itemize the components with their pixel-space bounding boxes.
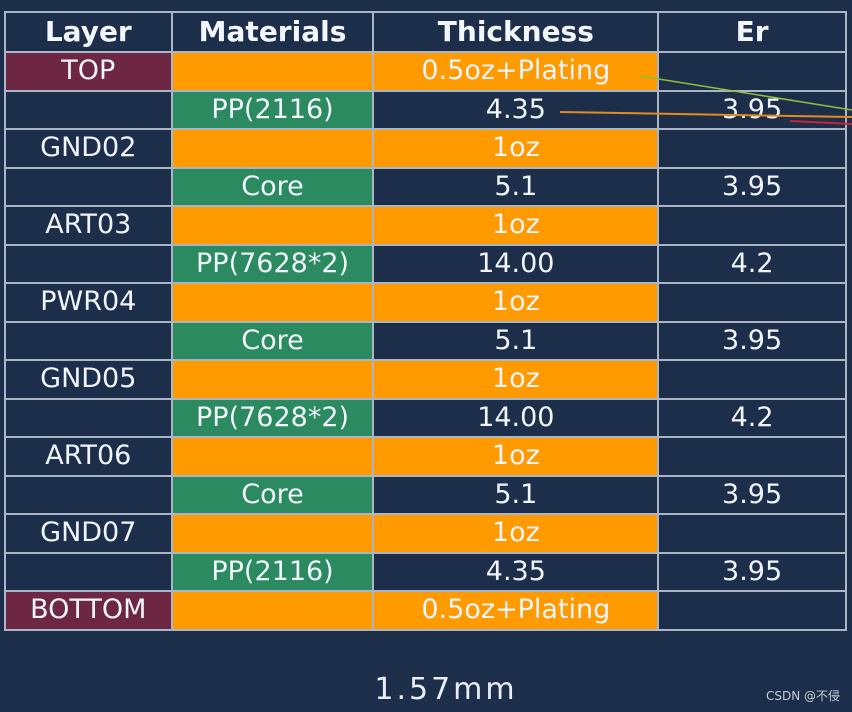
header-materials: Materials: [170, 11, 375, 53]
watermark: CSDN @不侵: [765, 689, 840, 703]
cell-thickness: 5.1: [372, 166, 660, 207]
cell-thickness: 1oz: [372, 436, 660, 477]
cell-material: [170, 359, 375, 400]
stackup-table: Layer Materials Thickness Er TOP 0.5oz+Pl…: [4, 11, 847, 631]
table-row: GND02 1oz: [4, 128, 847, 169]
cell-material: [170, 513, 375, 554]
cell-er: [657, 590, 847, 631]
cell-material: [170, 590, 375, 631]
cell-layer: PWR04: [4, 282, 173, 323]
table-row: TOP 0.5oz+Plating: [4, 51, 847, 92]
cell-er: [657, 359, 847, 400]
cell-thickness: 5.1: [372, 320, 660, 361]
cell-er: [657, 513, 847, 554]
cell-er: [657, 436, 847, 477]
header-layer: Layer: [4, 11, 173, 53]
table-row: BOTTOM 0.5oz+Plating: [4, 590, 847, 631]
header-thickness: Thickness: [372, 11, 660, 53]
cell-layer: [4, 474, 173, 515]
cell-layer: [4, 397, 173, 438]
table-row: Core 5.1 3.95: [4, 166, 847, 207]
cell-layer: ART06: [4, 436, 173, 477]
cell-thickness: 5.1: [372, 474, 660, 515]
cell-thickness: 1oz: [372, 128, 660, 169]
cell-material: PP(7628*2): [170, 397, 375, 438]
cell-material: [170, 436, 375, 477]
cell-er: 4.2: [657, 243, 847, 284]
table-row: GND05 1oz: [4, 359, 847, 400]
table-row: PP(2116) 4.35 3.95: [4, 89, 847, 130]
cell-er: [657, 128, 847, 169]
table-row: ART06 1oz: [4, 436, 847, 477]
total-thickness: 1.57mm: [374, 672, 518, 707]
cell-layer: [4, 166, 173, 207]
cell-material: PP(7628*2): [170, 243, 375, 284]
table-row: Core 5.1 3.95: [4, 474, 847, 515]
cell-material: Core: [170, 166, 375, 207]
cell-thickness: 1oz: [372, 359, 660, 400]
cell-er: 3.95: [657, 166, 847, 207]
cell-er: [657, 205, 847, 246]
table-row: ART03 1oz: [4, 205, 847, 246]
cell-layer: TOP: [4, 51, 173, 92]
cell-layer: ART03: [4, 205, 173, 246]
cell-thickness: 4.35: [372, 551, 660, 592]
cell-er: 3.95: [657, 89, 847, 130]
table-row: Core 5.1 3.95: [4, 320, 847, 361]
cell-material: Core: [170, 320, 375, 361]
cell-layer: [4, 320, 173, 361]
cell-layer: [4, 89, 173, 130]
cell-thickness: 14.00: [372, 397, 660, 438]
cell-material: [170, 282, 375, 323]
cell-er: 3.95: [657, 320, 847, 361]
cell-er: [657, 282, 847, 323]
cell-material: [170, 51, 375, 92]
cell-material: PP(2116): [170, 551, 375, 592]
cell-er: [657, 51, 847, 92]
cell-thickness: 4.35: [372, 89, 660, 130]
cell-layer: GND05: [4, 359, 173, 400]
cell-layer: GND07: [4, 513, 173, 554]
cell-thickness: 0.5oz+Plating: [372, 590, 660, 631]
table-row: PP(7628*2) 14.00 4.2: [4, 397, 847, 438]
cell-material: [170, 128, 375, 169]
cell-thickness: 1oz: [372, 513, 660, 554]
table-row: PP(7628*2) 14.00 4.2: [4, 243, 847, 284]
cell-layer: BOTTOM: [4, 590, 173, 631]
cell-thickness: 1oz: [372, 282, 660, 323]
cell-thickness: 1oz: [372, 205, 660, 246]
table-row: GND07 1oz: [4, 513, 847, 554]
header-er: Er: [657, 11, 847, 53]
header-row: Layer Materials Thickness Er: [4, 11, 847, 53]
cell-material: [170, 205, 375, 246]
cell-material: PP(2116): [170, 89, 375, 130]
cell-layer: [4, 243, 173, 284]
cell-layer: [4, 551, 173, 592]
cell-thickness: 0.5oz+Plating: [372, 51, 660, 92]
cell-er: 3.95: [657, 474, 847, 515]
table-row: PWR04 1oz: [4, 282, 847, 323]
cell-material: Core: [170, 474, 375, 515]
cell-er: 3.95: [657, 551, 847, 592]
table-row: PP(2116) 4.35 3.95: [4, 551, 847, 592]
cell-layer: GND02: [4, 128, 173, 169]
cell-thickness: 14.00: [372, 243, 660, 284]
cell-er: 4.2: [657, 397, 847, 438]
